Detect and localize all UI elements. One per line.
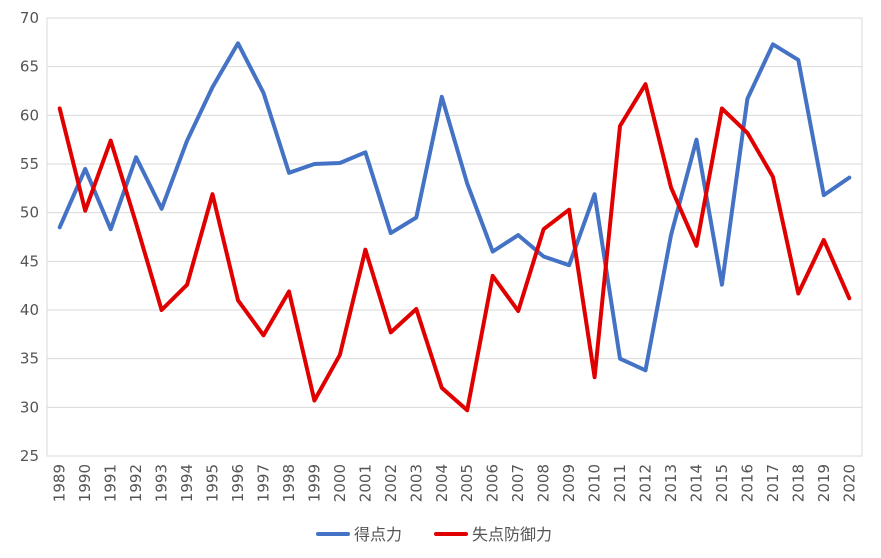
y-tick-label: 50	[20, 204, 39, 222]
legend-label-defense: 失点防御力	[472, 525, 552, 544]
y-tick-label: 55	[20, 155, 39, 173]
x-tick-label: 2018	[789, 464, 807, 502]
x-tick-label: 2015	[713, 464, 731, 502]
x-tick-label: 2004	[433, 464, 451, 502]
x-tick-label: 1991	[102, 464, 120, 502]
x-tick-label: 2011	[611, 464, 629, 502]
x-tick-label: 1989	[51, 464, 69, 502]
x-tick-label: 2010	[586, 464, 604, 502]
x-tick-label: 2014	[687, 464, 705, 502]
x-tick-label: 2020	[840, 464, 858, 502]
series-line-defense	[57, 82, 852, 413]
x-tick-label: 2013	[662, 464, 680, 502]
gridlines	[47, 66, 862, 408]
x-axis-tick-labels: 1989 1990 1991 1992 1993 1994 1995 1996 1997 1998…	[51, 464, 859, 502]
x-tick-label: 1990	[76, 464, 94, 502]
y-axis-tick-labels: 25 30 35 40 45 50 55 60 65 70	[20, 9, 39, 465]
y-tick-label: 35	[20, 350, 39, 368]
x-tick-label: 2007	[509, 464, 527, 502]
x-tick-label: 2012	[637, 464, 655, 502]
x-tick-label: 1996	[229, 464, 247, 502]
x-tick-label: 2006	[484, 464, 502, 502]
series-line-scoring	[57, 41, 852, 373]
plot-area-border	[46, 17, 863, 457]
y-tick-label: 30	[20, 398, 39, 416]
x-tick-label: 1992	[127, 464, 145, 502]
y-tick-label: 70	[20, 9, 39, 27]
y-tick-label: 60	[20, 106, 39, 124]
x-tick-label: 2003	[407, 464, 425, 502]
y-tick-label: 65	[20, 58, 39, 76]
x-tick-label: 2016	[738, 464, 756, 502]
x-tick-label: 2001	[356, 464, 374, 502]
x-tick-label: 1993	[153, 464, 171, 502]
x-tick-label: 2009	[560, 464, 578, 502]
x-tick-label: 2008	[535, 464, 553, 502]
x-tick-label: 2019	[815, 464, 833, 502]
y-tick-label: 45	[20, 252, 39, 270]
x-tick-label: 2000	[331, 464, 349, 502]
x-tick-label: 1995	[204, 464, 222, 502]
legend-label-scoring: 得点力	[354, 525, 402, 544]
x-tick-label: 2002	[382, 464, 400, 502]
x-tick-label: 1994	[178, 464, 196, 502]
legend: 得点力 失点防御力	[316, 525, 552, 544]
x-tick-label: 1999	[305, 464, 323, 502]
x-tick-label: 2017	[764, 464, 782, 502]
x-tick-label: 1998	[280, 464, 298, 502]
x-tick-label: 1997	[254, 464, 272, 502]
y-tick-label: 40	[20, 301, 39, 319]
x-tick-label: 2005	[458, 464, 476, 502]
y-tick-label: 25	[20, 447, 39, 465]
series-lines	[57, 41, 852, 413]
